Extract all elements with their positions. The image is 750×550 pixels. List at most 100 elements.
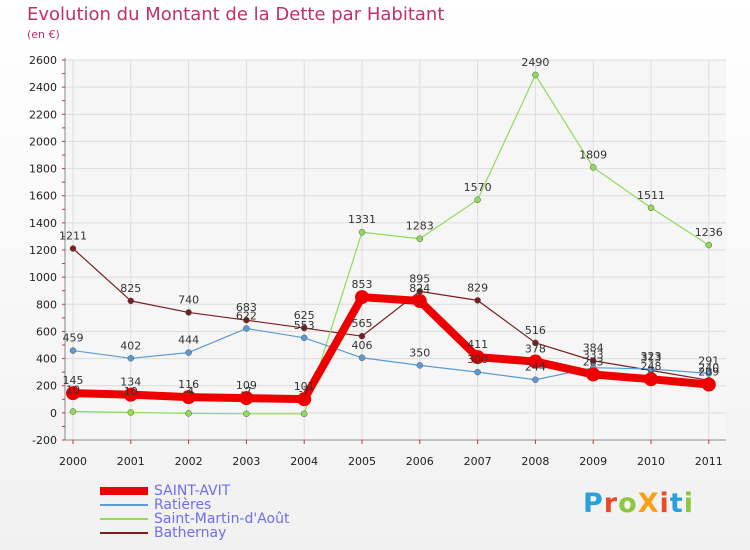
legend-item: Saint-Martin-d'Août: [100, 512, 289, 526]
data-point: [358, 354, 366, 362]
data-label: 411: [467, 338, 488, 351]
data-label: 209: [698, 365, 719, 378]
data-label: 333: [583, 349, 604, 362]
y-tick-label: 2000: [29, 135, 57, 148]
data-point: [647, 365, 655, 373]
data-point: [243, 410, 250, 418]
data-label: 145: [63, 374, 84, 387]
data-label: 378: [525, 343, 546, 356]
series-line-2: [72, 327, 710, 381]
data-label: 10: [124, 385, 138, 398]
x-tick-label: 2008: [521, 455, 549, 468]
data-label: 459: [63, 332, 84, 345]
data-point: [239, 391, 254, 406]
y-tick-label: 1800: [29, 163, 57, 176]
x-tick-label: 2006: [406, 455, 434, 468]
data-label: 1211: [59, 230, 87, 243]
y-tick-label: 1200: [29, 244, 57, 257]
data-label: 1570: [464, 181, 492, 194]
data-label: 824: [409, 282, 430, 295]
data-point: [127, 409, 135, 416]
data-label: 740: [178, 293, 199, 306]
data-label: -7: [241, 385, 252, 398]
data-point: [412, 294, 427, 309]
data-point: [300, 410, 308, 418]
x-tick-label: 2007: [464, 455, 492, 468]
data-point: [127, 355, 135, 362]
data-label: 829: [467, 281, 488, 294]
legend-swatch: [100, 504, 148, 506]
x-tick-label: 2010: [637, 455, 665, 468]
y-tick-label: 600: [36, 325, 57, 338]
legend-swatch: [100, 518, 148, 520]
x-tick-label: 2009: [579, 455, 607, 468]
legend-item: Ratières: [100, 498, 289, 512]
data-label: 101: [294, 380, 315, 393]
series-line-1: [72, 74, 710, 415]
y-tick-label: 2200: [29, 108, 57, 121]
data-label: 444: [178, 334, 199, 347]
data-label: 10: [66, 383, 80, 396]
x-tick-label: 2003: [232, 455, 260, 468]
data-point: [300, 324, 308, 332]
legend-label: Ratières: [154, 497, 212, 513]
chart-subtitle: (en €): [27, 28, 60, 41]
data-point: [589, 164, 597, 171]
legend-item: Bathernay: [100, 526, 289, 540]
series-line-0: [72, 247, 710, 381]
y-tick-label: -200: [32, 434, 57, 447]
data-label: 2490: [521, 56, 549, 69]
data-point: [474, 196, 481, 204]
data-point: [185, 349, 192, 356]
data-label: 384: [583, 342, 604, 355]
x-tick-label: 2002: [175, 455, 203, 468]
y-tick-label: 200: [36, 380, 57, 393]
data-label: 244: [525, 361, 546, 374]
data-label: 134: [120, 376, 141, 389]
logo-letter: o: [618, 488, 638, 519]
data-point: [416, 362, 424, 369]
data-point: [474, 368, 481, 376]
legend-label: Saint-Martin-d'Août: [154, 511, 290, 527]
logo-letter: X: [637, 488, 660, 519]
data-point: [185, 309, 192, 316]
data-point: [470, 350, 485, 365]
data-label: -4: [183, 385, 194, 398]
data-point: [66, 386, 80, 401]
logo-letter: i: [659, 488, 670, 519]
data-point: [358, 228, 366, 236]
data-point: [705, 370, 713, 377]
x-tick-label: 2004: [290, 455, 318, 468]
x-tick-label: 2005: [348, 455, 376, 468]
data-point: [358, 332, 366, 340]
x-tick-label: 2001: [117, 455, 145, 468]
data-point: [297, 392, 312, 407]
data-point: [69, 347, 77, 354]
data-point: [243, 316, 250, 324]
proxiti-logo: ProXiti: [583, 488, 694, 519]
data-point: [586, 367, 601, 382]
chart-title: Evolution du Montant de la Dette par Hab…: [27, 4, 445, 25]
y-tick-label: 0: [50, 407, 57, 420]
y-tick-label: 1400: [29, 217, 57, 230]
data-label: 553: [294, 319, 315, 332]
y-tick-label: 1600: [29, 190, 57, 203]
data-label: 350: [409, 346, 430, 359]
data-label: 402: [120, 339, 141, 352]
data-label: 1809: [579, 148, 607, 161]
data-point: [532, 71, 539, 79]
series-line-3: [69, 293, 713, 404]
data-point: [123, 387, 138, 402]
data-label: 683: [236, 301, 257, 314]
y-tick-label: 2400: [29, 81, 57, 94]
data-point: [300, 334, 308, 342]
data-point: [127, 297, 135, 305]
data-point: [474, 297, 481, 304]
y-tick-label: 800: [36, 298, 57, 311]
data-point: [532, 339, 539, 347]
legend-item: SAINT-AVIT: [100, 484, 289, 498]
data-label: 565: [352, 317, 373, 330]
data-label: 1283: [406, 220, 434, 233]
